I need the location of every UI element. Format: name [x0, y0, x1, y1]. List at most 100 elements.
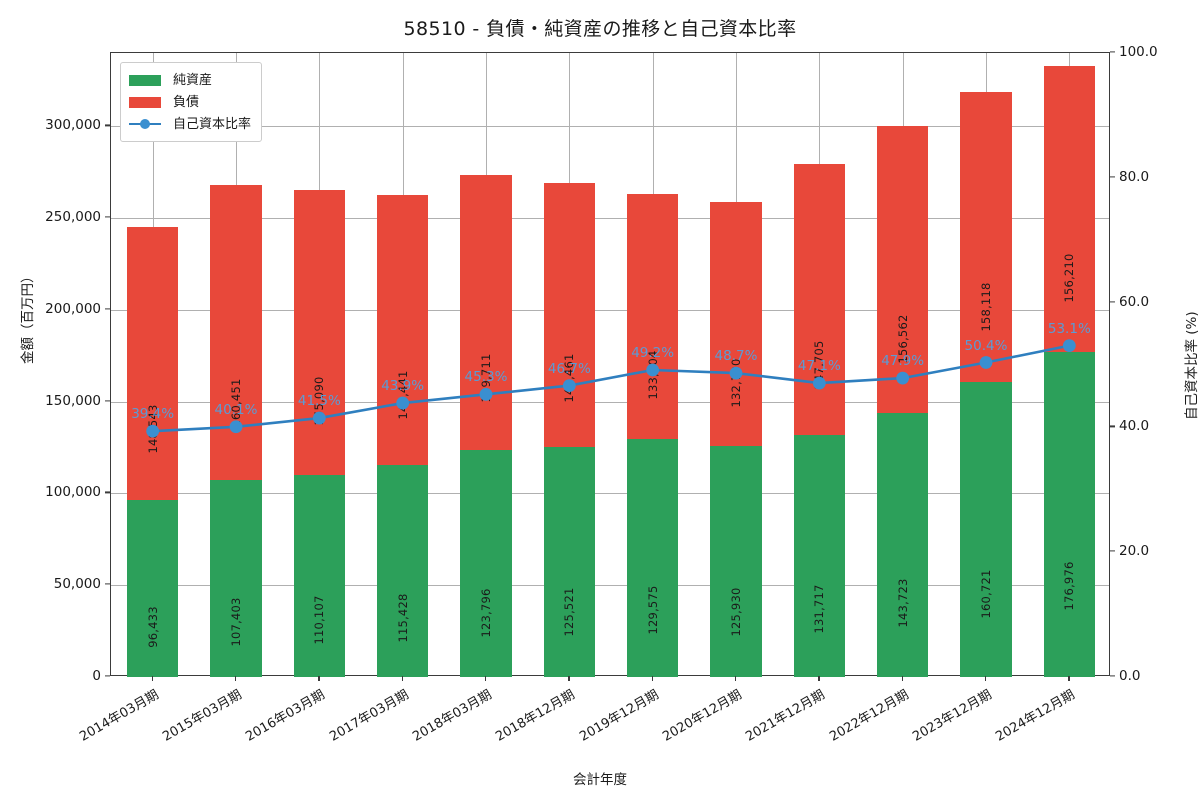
bar-equity[interactable] — [460, 449, 512, 677]
x-axis-tick-mark — [151, 676, 153, 681]
y-axis-tick-mark-right — [1110, 675, 1115, 677]
y-axis-tick-label-left: 250,000 — [45, 209, 101, 226]
y-axis-tick-label-left: 300,000 — [45, 117, 101, 134]
bar-equity-value-label: 125,521 — [562, 588, 577, 637]
bar-equity[interactable] — [210, 479, 262, 677]
y-axis-tick-label-right: 20.0 — [1119, 543, 1150, 560]
legend-item-label: 負債 — [173, 94, 200, 110]
bar-equity[interactable] — [793, 435, 846, 677]
y-axis-tick-mark-right — [1110, 301, 1115, 303]
y-axis-tick-label-left: 50,000 — [53, 576, 101, 593]
ratio-value-label: 41.5% — [297, 393, 341, 410]
gridline-horizontal — [111, 309, 1109, 311]
y-axis-label-right: 自己資本比率 (%) — [1184, 311, 1200, 420]
x-axis-tick-mark — [1068, 676, 1070, 681]
y-axis-tick-mark-right — [1110, 425, 1115, 427]
y-axis-tick-mark-left — [105, 583, 110, 585]
y-axis-tick-mark-right — [1110, 550, 1115, 552]
bar-equity-value-label: 107,403 — [229, 597, 243, 647]
y-axis-tick-label-right: 100.0 — [1119, 44, 1158, 60]
bar-equity[interactable] — [1043, 352, 1096, 677]
bar-equity-value-label: 160,721 — [979, 569, 993, 619]
legend-item[interactable]: 負債 — [129, 91, 251, 113]
x-axis-tick-mark — [818, 676, 820, 681]
bar-equity-value-label: 96,433 — [145, 606, 160, 649]
chart-title: 58510 - 負債・純資産の推移と自己資本比率 — [403, 18, 797, 40]
y-axis-tick-mark-left — [105, 675, 110, 677]
gridline-horizontal — [111, 126, 1109, 128]
bar-equity-value-label: 125,930 — [729, 587, 743, 637]
ratio-value-label: 43.9% — [381, 378, 425, 395]
bar-equity[interactable] — [710, 445, 762, 677]
bar-equity-value-label: 129,575 — [645, 585, 660, 635]
bar-liability[interactable] — [1043, 65, 1096, 353]
bar-equity[interactable] — [376, 465, 429, 677]
bar-equity[interactable] — [876, 413, 929, 677]
ratio-value-label: 49.2% — [631, 344, 675, 361]
bar-equity-value-label: 131,717 — [812, 584, 827, 634]
ratio-value-label: 39.4% — [131, 406, 175, 423]
y-axis-tick-mark-left — [105, 400, 110, 402]
x-axis-tick-mark — [568, 676, 570, 681]
y-axis-tick-mark-left — [105, 124, 110, 126]
ratio-value-label: 53.1% — [1047, 320, 1091, 337]
legend: 純資産負債自己資本比率 — [120, 62, 263, 142]
gridline-horizontal — [111, 585, 1109, 587]
x-axis-tick-mark — [735, 676, 737, 681]
bar-liability[interactable] — [210, 185, 262, 480]
bar-liability[interactable] — [710, 202, 762, 446]
bar-equity[interactable] — [126, 500, 179, 677]
gridline-horizontal — [111, 493, 1109, 495]
bar-liability[interactable] — [876, 125, 929, 414]
x-axis-tick-mark — [235, 676, 237, 681]
y-axis-tick-mark-left — [105, 308, 110, 310]
y-axis-tick-label-right: 0.0 — [1119, 668, 1141, 684]
bar-liability-value-label: 158,118 — [979, 282, 993, 332]
ratio-value-label: 47.9% — [881, 353, 925, 370]
bar-liability[interactable] — [793, 164, 846, 436]
y-axis-tick-label-left: 100,000 — [45, 484, 101, 501]
bar-equity[interactable] — [960, 382, 1012, 677]
bar-equity-value-label: 123,796 — [479, 588, 493, 638]
legend-item-label: 純資産 — [173, 72, 213, 88]
y-axis-tick-mark-right — [1110, 51, 1115, 53]
y-axis-tick-label-left: 200,000 — [45, 300, 101, 317]
bar-liability[interactable] — [543, 183, 596, 447]
bar-equity[interactable] — [626, 439, 679, 677]
bar-liability[interactable] — [626, 193, 679, 440]
ratio-value-label: 50.4% — [964, 337, 1008, 354]
bar-liability[interactable] — [376, 194, 429, 466]
bar-equity-value-label: 143,723 — [895, 578, 910, 628]
bar-liability[interactable] — [460, 175, 512, 450]
ratio-value-label: 45.3% — [464, 369, 508, 386]
gridline-horizontal — [111, 218, 1109, 220]
y-axis-tick-label-right: 60.0 — [1119, 293, 1150, 310]
bar-liability[interactable] — [126, 227, 179, 500]
ratio-line-path — [151, 344, 1071, 433]
bar-equity-value-label: 176,976 — [1062, 561, 1077, 611]
legend-item-label: 自己資本比率 — [173, 116, 252, 132]
x-axis-tick-mark — [401, 676, 403, 681]
bar-liability[interactable] — [960, 91, 1012, 383]
x-axis-label: 会計年度 — [573, 772, 627, 788]
bar-equity-value-label: 115,428 — [395, 593, 410, 643]
x-axis-tick-mark — [485, 676, 487, 681]
bar-equity[interactable] — [543, 446, 596, 677]
x-axis-tick-mark — [318, 676, 320, 681]
ratio-value-label: 48.7% — [714, 348, 758, 365]
legend-color-swatch-icon — [129, 74, 161, 86]
bar-liability[interactable] — [293, 190, 346, 475]
bar-liability-value-label: 156,210 — [1062, 253, 1077, 303]
x-axis-tick-mark — [651, 676, 653, 681]
legend-item[interactable]: 自己資本比率 — [129, 113, 251, 135]
y-axis-tick-mark-left — [105, 216, 110, 218]
plot-area: 96,433 148,543 107,403 160,451 110,107 155,09… — [110, 52, 1110, 677]
legend-line-marker-icon — [129, 118, 161, 130]
ratio-value-label: 40.1% — [214, 401, 258, 418]
bar-equity-value-label: 110,107 — [312, 595, 327, 645]
y-axis-tick-mark-right — [1110, 176, 1115, 178]
legend-item[interactable]: 純資産 — [129, 69, 251, 91]
y-axis-tick-mark-left — [105, 491, 110, 494]
bar-equity[interactable] — [293, 474, 346, 677]
bar-liability-value-label: 132,730 — [729, 358, 743, 408]
